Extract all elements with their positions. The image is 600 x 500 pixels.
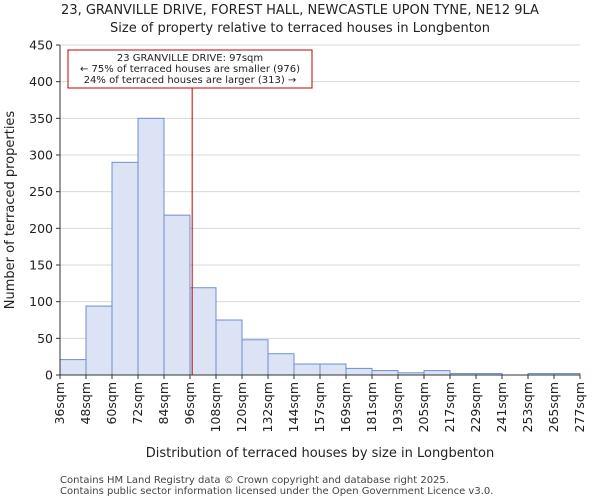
y-tick-label: 350 bbox=[29, 111, 53, 126]
x-tick-label: 181sqm bbox=[364, 382, 379, 432]
y-tick-label: 250 bbox=[29, 184, 53, 199]
annotation-frame bbox=[67, 49, 313, 89]
x-tick-label: 36sqm bbox=[52, 382, 67, 425]
x-axis-ticks: 36sqm 48sqm 60sqm 72sqm 84sqm 96sqm 108sqm 120s… bbox=[52, 375, 587, 432]
bar bbox=[241, 339, 269, 376]
x-tick-label: 193sqm bbox=[390, 382, 405, 432]
annotation-line-1: 23 GRANVILLE DRIVE: 97sqm bbox=[117, 53, 263, 64]
x-tick-label: 157sqm bbox=[312, 382, 327, 432]
x-tick-label: 229sqm bbox=[468, 382, 483, 432]
x-tick-label: 132sqm bbox=[260, 382, 275, 432]
bar bbox=[137, 117, 165, 376]
annotation-box: 23 GRANVILLE DRIVE: 97sqm ← 75% of terra… bbox=[67, 49, 313, 89]
x-tick-label: 277sqm bbox=[572, 382, 587, 432]
bar bbox=[85, 305, 113, 376]
bar bbox=[345, 367, 373, 376]
x-tick-label: 265sqm bbox=[546, 382, 561, 432]
x-tick-label: 205sqm bbox=[416, 382, 431, 432]
y-tick-label: 0 bbox=[45, 368, 53, 383]
footer-line-2: Contains public sector information licen… bbox=[60, 486, 494, 497]
bar bbox=[319, 363, 347, 376]
chart-subtitle: Size of property relative to terraced ho… bbox=[110, 21, 490, 36]
bars bbox=[59, 117, 581, 376]
bar bbox=[111, 161, 139, 376]
x-tick-label: 217sqm bbox=[442, 382, 457, 432]
bar bbox=[293, 363, 321, 376]
x-tick-label: 72sqm bbox=[130, 382, 145, 425]
x-tick-label: 48sqm bbox=[78, 382, 93, 425]
bar bbox=[423, 370, 451, 376]
x-tick-label: 169sqm bbox=[338, 382, 353, 432]
bar bbox=[371, 370, 399, 376]
x-axis-label: Distribution of terraced houses by size … bbox=[146, 446, 494, 461]
x-tick-label: 60sqm bbox=[104, 382, 119, 425]
chart-title: 23, GRANVILLE DRIVE, FOREST HALL, NEWCAS… bbox=[61, 3, 539, 18]
y-tick-label: 200 bbox=[29, 221, 53, 236]
bar bbox=[215, 319, 243, 376]
bar bbox=[59, 359, 87, 376]
y-tick-label: 150 bbox=[29, 258, 53, 273]
y-axis-ticks: 0 50 100 150 200 250 300 350 400 450 bbox=[29, 38, 60, 383]
x-tick-label: 253sqm bbox=[520, 382, 535, 432]
y-axis-label: Number of terraced properties bbox=[3, 111, 18, 310]
annotation-line-2: ← 75% of terraced houses are smaller (97… bbox=[80, 64, 300, 75]
bar bbox=[267, 353, 295, 376]
x-tick-label: 84sqm bbox=[156, 382, 171, 425]
y-tick-label: 50 bbox=[37, 331, 53, 346]
x-tick-label: 241sqm bbox=[494, 382, 509, 432]
y-tick-label: 300 bbox=[29, 148, 53, 163]
bar bbox=[189, 287, 217, 376]
y-tick-label: 450 bbox=[29, 38, 53, 53]
x-tick-label: 108sqm bbox=[208, 382, 223, 432]
y-tick-label: 400 bbox=[29, 74, 53, 89]
footer-line-1: Contains HM Land Registry data © Crown c… bbox=[60, 475, 449, 486]
y-tick-label: 100 bbox=[29, 294, 53, 309]
x-tick-label: 120sqm bbox=[234, 382, 249, 432]
annotation-line-3: 24% of terraced houses are larger (313) … bbox=[84, 75, 297, 86]
x-tick-label: 96sqm bbox=[182, 382, 197, 425]
x-tick-label: 144sqm bbox=[286, 382, 301, 432]
bar bbox=[163, 214, 191, 376]
